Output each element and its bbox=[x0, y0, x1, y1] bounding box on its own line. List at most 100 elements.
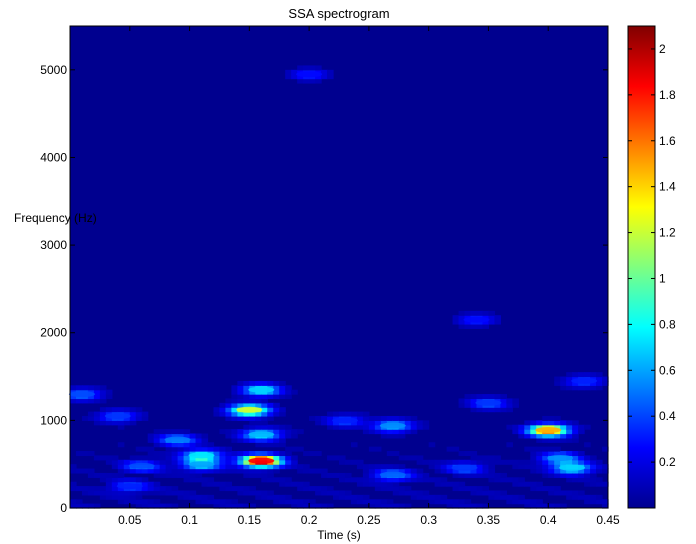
spectrogram-cell bbox=[213, 468, 221, 474]
spectrogram-cell bbox=[237, 429, 244, 435]
spectrogram-cell bbox=[392, 490, 400, 496]
spectrogram-cell bbox=[189, 472, 197, 478]
spectrogram-cell bbox=[590, 472, 597, 478]
spectrogram-cell bbox=[99, 455, 107, 461]
spectrogram-cell bbox=[159, 490, 167, 496]
spectrogram-cell bbox=[470, 407, 478, 413]
y-tick-label: 1000 bbox=[40, 413, 67, 427]
spectrogram-cell bbox=[356, 420, 364, 426]
spectrogram-cell bbox=[123, 494, 131, 500]
spectrogram-cell bbox=[285, 494, 292, 500]
spectrogram-cell bbox=[356, 499, 364, 505]
spectrogram-cell bbox=[219, 464, 227, 470]
spectrogram-cell bbox=[518, 499, 525, 505]
spectrogram-cell bbox=[350, 499, 358, 505]
spectrogram-cell bbox=[99, 394, 107, 400]
spectrogram-cell bbox=[255, 398, 262, 404]
spectrogram-cell bbox=[285, 74, 292, 80]
spectrogram-cell bbox=[327, 69, 334, 75]
spectrogram-cell bbox=[249, 472, 256, 478]
spectrogram-cell bbox=[261, 442, 268, 448]
spectrogram-cell bbox=[189, 494, 197, 500]
spectrogram-cell bbox=[225, 486, 232, 492]
colorbar-tick-label: 0.6 bbox=[659, 363, 676, 377]
spectrogram-cell bbox=[123, 468, 131, 474]
spectrogram-cell bbox=[476, 503, 484, 509]
spectrogram-cell bbox=[506, 424, 513, 430]
spectrogram-cell bbox=[542, 468, 549, 474]
spectrogram-cell bbox=[464, 319, 472, 325]
spectrogram-cell bbox=[380, 481, 388, 487]
spectrogram-cell bbox=[315, 74, 322, 80]
spectrogram-cell bbox=[494, 455, 501, 461]
spectrogram-cell bbox=[141, 411, 149, 417]
spectrogram-cell bbox=[566, 451, 573, 457]
spectrogram-cell bbox=[482, 319, 490, 325]
spectrogram-cell bbox=[404, 468, 412, 474]
spectrogram-cell bbox=[386, 499, 394, 505]
spectrogram-cell bbox=[141, 415, 149, 421]
spectrogram-cell bbox=[243, 385, 250, 391]
spectrogram-cell bbox=[231, 464, 238, 470]
spectrogram-cell bbox=[362, 477, 370, 483]
spectrogram-cell bbox=[452, 503, 460, 509]
spectrogram-cell bbox=[506, 477, 513, 483]
spectrogram-cell bbox=[488, 468, 496, 474]
spectrogram-cell bbox=[410, 494, 418, 500]
spectrogram-cell bbox=[590, 468, 597, 474]
spectrogram-cell bbox=[183, 446, 191, 452]
spectrogram-cell bbox=[333, 494, 340, 500]
spectrogram-cell bbox=[315, 503, 322, 509]
spectrogram-cell bbox=[350, 459, 358, 465]
spectrogram-cell bbox=[578, 459, 585, 465]
spectrogram-cell bbox=[219, 481, 227, 487]
spectrogram-cell bbox=[488, 472, 496, 478]
y-tick-label: 3000 bbox=[40, 238, 67, 252]
spectrogram-cell bbox=[70, 385, 77, 391]
spectrogram-cell bbox=[554, 415, 561, 421]
spectrogram-cell bbox=[81, 385, 89, 391]
spectrogram-cell bbox=[231, 455, 238, 461]
spectrogram-cell bbox=[362, 411, 370, 417]
spectrogram-cell bbox=[297, 503, 304, 509]
spectrogram-cell bbox=[243, 459, 250, 465]
spectrogram-cell bbox=[105, 472, 113, 478]
spectrogram-cell bbox=[93, 455, 101, 461]
spectrogram-cell bbox=[267, 407, 274, 413]
spectrogram-cell bbox=[590, 481, 597, 487]
spectrogram-cell bbox=[255, 437, 262, 443]
spectrogram-cell bbox=[75, 451, 83, 457]
spectrogram-cell bbox=[135, 477, 143, 483]
spectrogram-cell bbox=[231, 429, 238, 435]
spectrogram-cell bbox=[231, 486, 238, 492]
spectrogram-cell bbox=[135, 411, 143, 417]
spectrogram-cell bbox=[542, 437, 549, 443]
spectrogram-cell bbox=[536, 437, 543, 443]
spectrogram-cell bbox=[584, 385, 591, 391]
spectrogram-cell bbox=[374, 420, 382, 426]
plot-frame bbox=[69, 25, 609, 509]
spectrogram-cell bbox=[536, 459, 543, 465]
spectrogram-cell bbox=[374, 499, 382, 505]
spectrogram-cell bbox=[267, 415, 274, 421]
spectrogram-cell bbox=[428, 459, 436, 465]
spectrogram-cell bbox=[261, 394, 268, 400]
spectrogram-cell bbox=[446, 464, 454, 470]
spectrogram-cell bbox=[177, 446, 185, 452]
spectrogram-cell bbox=[350, 442, 358, 448]
spectrogram-cell bbox=[309, 486, 316, 492]
spectrogram-hotspot bbox=[188, 452, 215, 459]
spectrogram-cell bbox=[327, 455, 334, 461]
spectrogram-cell bbox=[315, 486, 322, 492]
spectrogram-cell bbox=[219, 411, 227, 417]
spectrogram-cell bbox=[255, 411, 262, 417]
spectrogram-cell bbox=[273, 437, 280, 443]
spectrogram-cell bbox=[249, 415, 256, 421]
spectrogram-cell bbox=[105, 415, 113, 421]
spectrogram-cell bbox=[398, 490, 406, 496]
spectrogram-cell bbox=[273, 394, 280, 400]
spectrogram-cell bbox=[488, 319, 496, 325]
spectrogram-cell bbox=[123, 420, 131, 426]
spectrogram-cell bbox=[482, 490, 490, 496]
spectrogram-cell bbox=[183, 477, 191, 483]
